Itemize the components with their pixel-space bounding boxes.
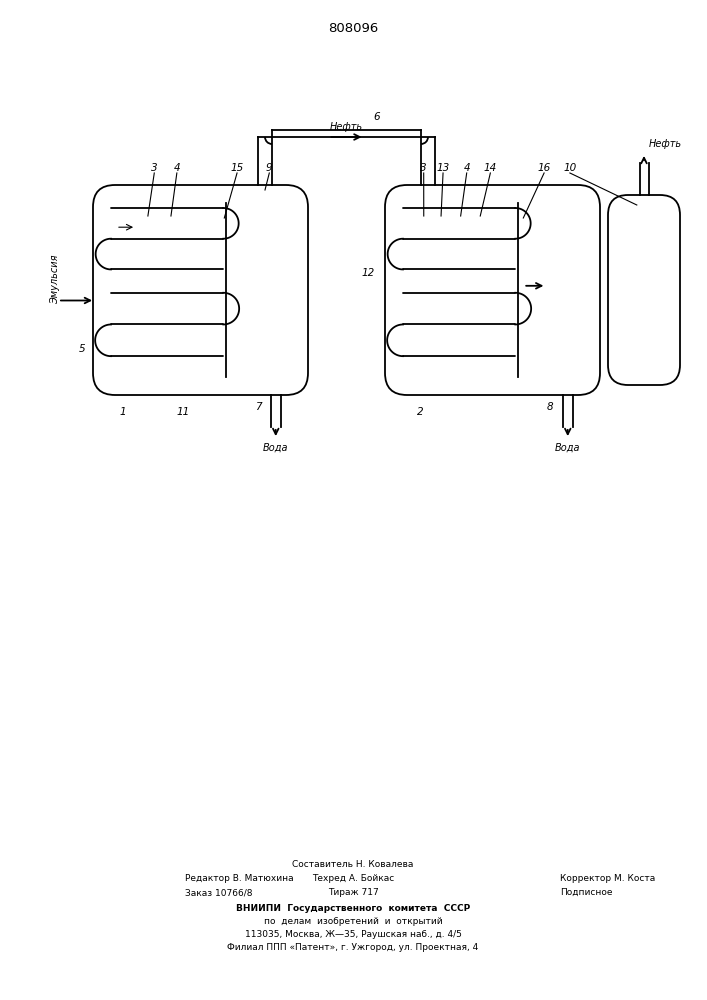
Text: 3: 3 (151, 163, 158, 173)
Text: 13: 13 (436, 163, 450, 173)
Text: 15: 15 (230, 163, 244, 173)
Text: Вода: Вода (555, 443, 580, 453)
FancyBboxPatch shape (385, 185, 600, 395)
FancyBboxPatch shape (93, 185, 308, 395)
Text: 113035, Москва, Ж—35, Раушская наб., д. 4/5: 113035, Москва, Ж—35, Раушская наб., д. … (245, 930, 462, 939)
Text: Нефть: Нефть (330, 122, 363, 132)
Text: Филиал ППП «Патент», г. Ужгород, ул. Проектная, 4: Филиал ППП «Патент», г. Ужгород, ул. Про… (228, 943, 479, 952)
Text: ВНИИПИ  Государственного  комитета  СССР: ВНИИПИ Государственного комитета СССР (236, 904, 470, 913)
Text: Подписное: Подписное (560, 888, 612, 897)
Text: по  делам  изобретений  и  открытий: по делам изобретений и открытий (264, 917, 443, 926)
FancyBboxPatch shape (608, 195, 680, 385)
Text: Тираж 717: Тираж 717 (327, 888, 378, 897)
Text: 10: 10 (563, 163, 576, 173)
Text: 9: 9 (266, 163, 273, 173)
Text: 5: 5 (78, 344, 85, 354)
Text: 11: 11 (177, 407, 190, 417)
Text: Составитель Н. Ковалева: Составитель Н. Ковалева (292, 860, 414, 869)
Text: Заказ 10766/8: Заказ 10766/8 (185, 888, 252, 897)
Text: 8: 8 (547, 402, 554, 412)
Text: 16: 16 (537, 163, 551, 173)
Text: Корректор М. Коста: Корректор М. Коста (560, 874, 655, 883)
Text: Эмульсия: Эмульсия (50, 255, 60, 304)
Text: Техред А. Бойкас: Техред А. Бойкас (312, 874, 394, 883)
Text: 808096: 808096 (328, 21, 378, 34)
Text: 14: 14 (484, 163, 497, 173)
Text: Нефть: Нефть (649, 139, 682, 149)
Text: 1: 1 (119, 407, 127, 417)
Text: 7: 7 (255, 402, 262, 412)
Text: 6: 6 (373, 112, 380, 122)
Text: Редактор В. Матюхина: Редактор В. Матюхина (185, 874, 293, 883)
Text: 4: 4 (173, 163, 180, 173)
Text: 12: 12 (362, 268, 375, 278)
Text: 3: 3 (421, 163, 427, 173)
Text: Вода: Вода (263, 443, 288, 453)
Text: 2: 2 (416, 407, 423, 417)
Text: 4: 4 (463, 163, 470, 173)
